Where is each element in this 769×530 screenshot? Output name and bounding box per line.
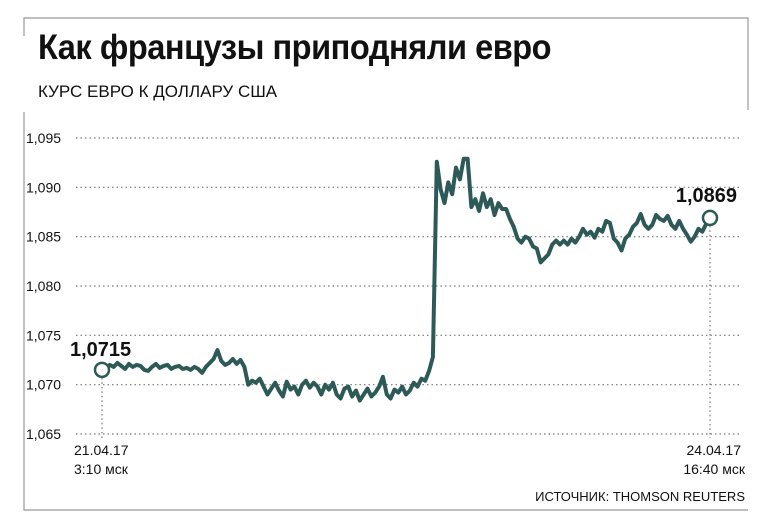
y-tick-label: 1,070	[26, 377, 61, 393]
y-tick-label: 1,085	[26, 229, 61, 245]
y-tick-label: 1,095	[26, 130, 61, 146]
chart-title: Как французы приподняли евро	[38, 28, 552, 67]
euro-usd-line	[100, 156, 712, 403]
end-date-label: 24.04.17	[687, 442, 742, 458]
plot-frame	[23, 112, 748, 511]
start-point-marker	[93, 361, 111, 379]
end-point-marker	[701, 209, 719, 227]
header-frame	[23, 17, 749, 110]
y-tick-label: 1,080	[26, 278, 61, 294]
y-tick-label: 1,075	[26, 327, 61, 343]
y-tick-label: 1,090	[26, 179, 61, 195]
end-time-label: 16:40 мск	[683, 461, 746, 477]
endpoint-guides	[101, 225, 711, 438]
start-time-label: 3:10 мск	[74, 461, 129, 477]
start-date-label: 21.04.17	[74, 442, 129, 458]
y-axis-ticks: 1,065 1,070 1,075 1,080 1,085 1,090 1,095	[26, 130, 61, 442]
start-value-label: 1,0715	[70, 339, 131, 361]
source-note: ИСТОЧНИК: THOMSON REUTERS	[535, 489, 745, 504]
y-tick-label: 1,065	[26, 426, 61, 442]
chart-subtitle: КУРС ЕВРО К ДОЛЛАРУ США	[38, 82, 278, 101]
gridlines	[76, 137, 742, 435]
end-value-label: 1,0869	[676, 185, 737, 207]
